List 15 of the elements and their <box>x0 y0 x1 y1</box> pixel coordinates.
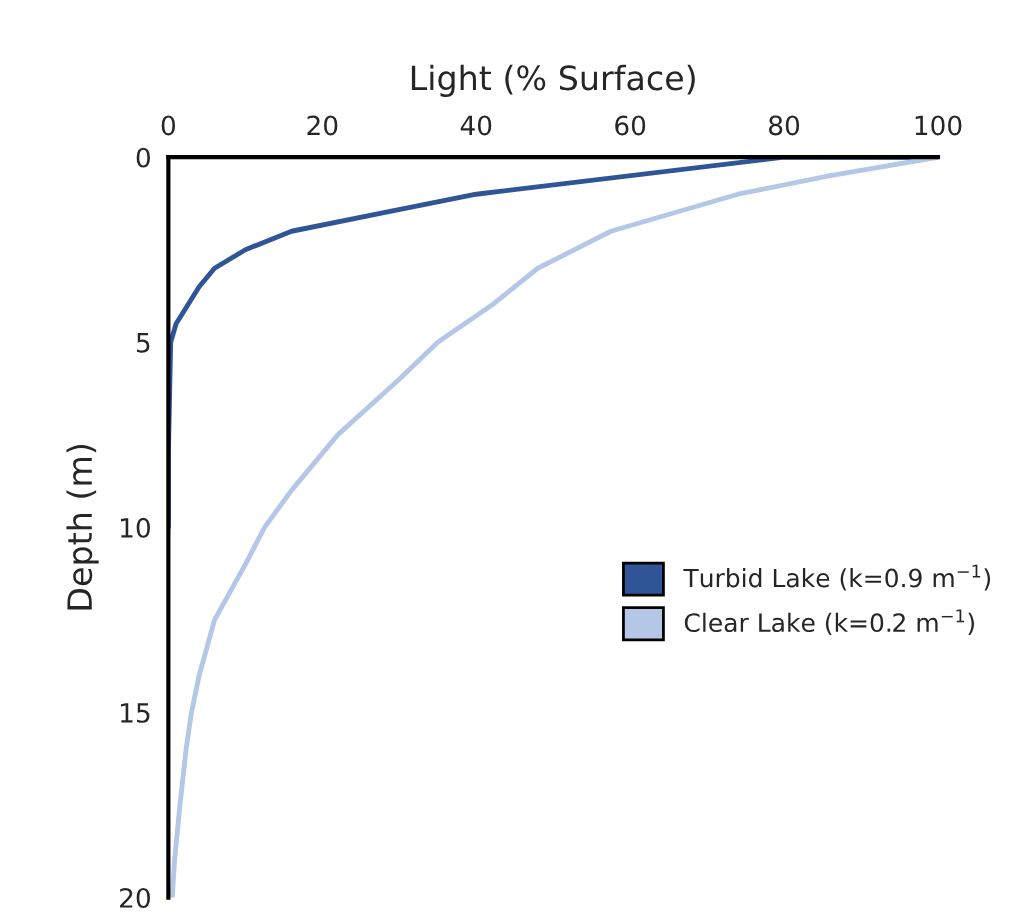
x-tick-label: 0 <box>161 115 176 136</box>
y-tick-label: 15 <box>121 703 150 723</box>
y-axis-title: Depth (m) <box>66 444 99 610</box>
x-tick-label: 40 <box>460 115 492 136</box>
x-tick-label: 80 <box>769 115 800 136</box>
legend-label: Turbid Lake (k=0.9 m$^{−1}$) <box>683 564 991 591</box>
y-tick-label: 20 <box>120 887 150 908</box>
x-tick-label: 60 <box>615 115 646 136</box>
x-tick-label: 20 <box>307 115 338 136</box>
x-tick-label: 100 <box>915 115 962 136</box>
y-tick-label: 10 <box>121 517 150 538</box>
x-axis-title: Light (% Surface) <box>411 64 695 97</box>
y-tick-label: 0 <box>136 147 150 168</box>
legend-label: Clear Lake (k=0.2 m$^{−1}$) <box>684 609 974 636</box>
y-tick-label: 5 <box>136 333 150 353</box>
